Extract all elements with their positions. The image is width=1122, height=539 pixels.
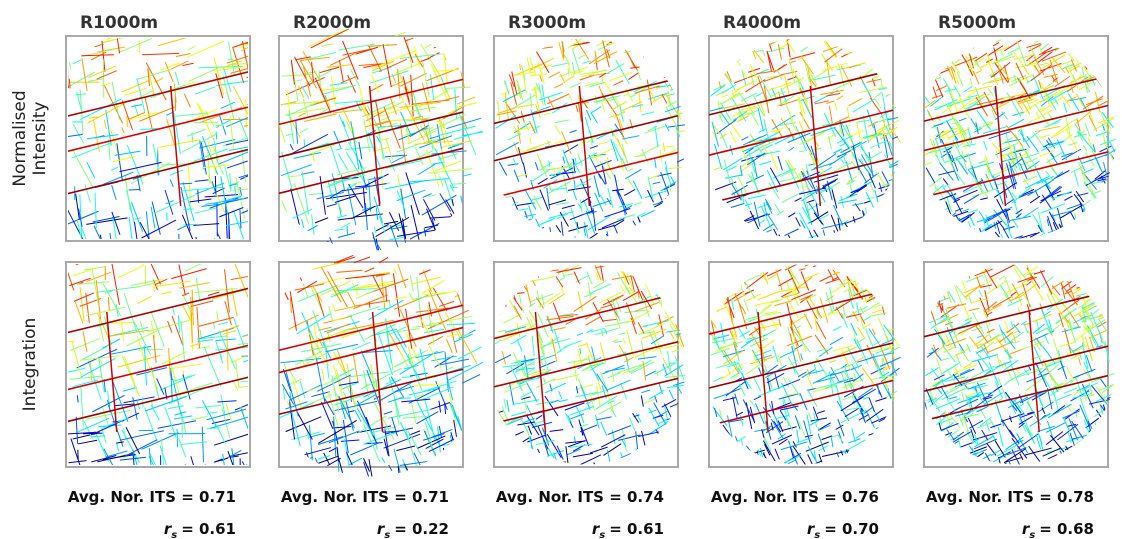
spearman-rs: rs= 0.61 — [592, 520, 664, 539]
rs-value: = 0.61 — [609, 520, 664, 538]
row-label: Intensity — [30, 102, 50, 176]
column-header: R3000m — [508, 13, 586, 33]
rs-subscript: s — [384, 530, 390, 539]
spearman-rs: rs= 0.70 — [807, 520, 879, 539]
row-label: Integration — [20, 318, 40, 412]
spearman-rs: rs= 0.22 — [377, 520, 449, 539]
rs-subscript: s — [171, 530, 177, 539]
average-its: Avg. Nor. ITS = 0.74 — [496, 488, 664, 506]
rs-subscript: s — [814, 530, 820, 539]
rs-value: = 0.61 — [181, 520, 236, 538]
average-its: Avg. Nor. ITS = 0.78 — [926, 488, 1094, 506]
column-header: R2000m — [293, 13, 371, 33]
row-label: Normalised — [10, 90, 30, 186]
figure: R1000mAvg. Nor. ITS = 0.71rs= 0.61R2000m… — [0, 0, 1122, 539]
column-header: R5000m — [938, 13, 1016, 33]
average-its: Avg. Nor. ITS = 0.71 — [281, 488, 449, 506]
rs-value: = 0.68 — [1039, 520, 1094, 538]
spearman-rs: rs= 0.68 — [1022, 520, 1094, 539]
rs-subscript: s — [1029, 530, 1035, 539]
spearman-rs: rs= 0.61 — [164, 520, 236, 539]
map-frame — [709, 262, 893, 467]
column-header: R1000m — [80, 13, 158, 33]
rs-value: = 0.70 — [824, 520, 879, 538]
average-its: Avg. Nor. ITS = 0.76 — [711, 488, 879, 506]
column-header: R4000m — [723, 13, 801, 33]
rs-subscript: s — [599, 530, 605, 539]
average-its: Avg. Nor. ITS = 0.71 — [68, 488, 236, 506]
rs-value: = 0.22 — [394, 520, 449, 538]
